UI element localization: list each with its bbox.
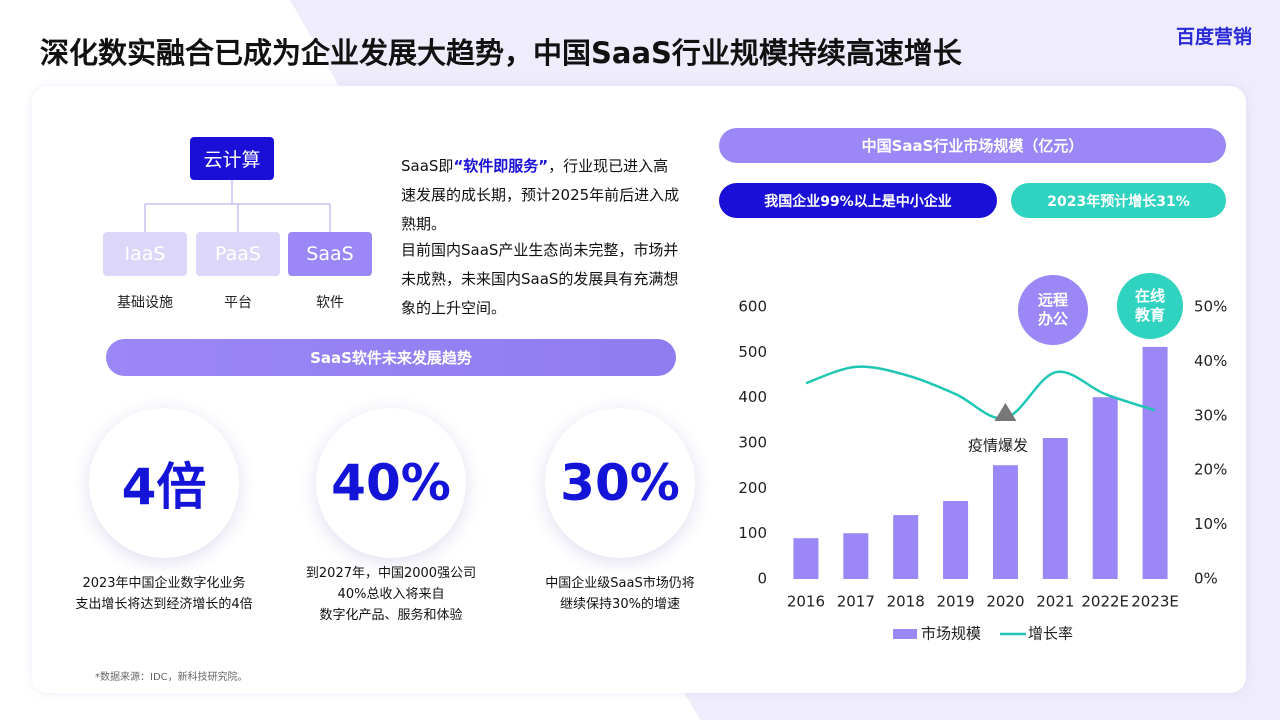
legend-label: 市场规模 bbox=[921, 625, 981, 643]
stat-circle: 4倍 bbox=[89, 408, 239, 558]
legend-label: 增长率 bbox=[1028, 625, 1073, 643]
node-caption: 软件 bbox=[316, 295, 344, 311]
stat-desc: 继续保持30%的增速 bbox=[560, 597, 680, 612]
bar bbox=[1142, 346, 1168, 579]
y-tick-label: 400 bbox=[738, 388, 767, 406]
bar bbox=[793, 538, 819, 579]
stat-desc: 数字化产品、服务和体验 bbox=[319, 608, 463, 623]
text: ，行业现已进入高速发展的成长期，预计2025年前后进入成熟期。 bbox=[401, 157, 680, 233]
text: SaaS即 bbox=[401, 157, 454, 175]
bar bbox=[992, 465, 1018, 579]
line bbox=[805, 365, 1156, 420]
stat-desc: 中国企业级SaaS市场仍将 bbox=[545, 576, 695, 591]
x-tick-label: 2020 bbox=[986, 593, 1024, 611]
logo: 百度营销 bbox=[1176, 26, 1253, 48]
annotation: 疫情爆发 bbox=[968, 437, 1028, 455]
y-tick-label: 600 bbox=[738, 298, 767, 316]
stat-circle: 30% bbox=[545, 408, 695, 558]
x-tick-label: 2023E bbox=[1131, 593, 1179, 611]
stat-desc: 支出增长将达到经济增长的4倍 bbox=[75, 597, 253, 612]
y-tick-label: 100 bbox=[738, 524, 767, 542]
chart-title: 中国SaaS行业市场规模（亿元） bbox=[719, 128, 1226, 163]
cloud-root: 云计算 bbox=[190, 137, 274, 180]
x-tick-label: 2017 bbox=[837, 593, 875, 611]
y2-tick-label: 10% bbox=[1194, 515, 1227, 533]
node-caption: 基础设施 bbox=[117, 295, 173, 311]
badge: 2023年预计增长31% bbox=[1011, 183, 1226, 218]
connectors bbox=[144, 180, 331, 232]
cloud-node: PaaS bbox=[196, 232, 280, 276]
stat-circle: 40% bbox=[316, 408, 466, 558]
cloud-node: SaaS bbox=[288, 232, 372, 276]
intro-paragraph: 目前国内SaaS产业生态尚未完整，市场并未成熟，未来国内SaaS的发展具有充满想… bbox=[401, 241, 679, 317]
y2-tick-label: 30% bbox=[1194, 406, 1227, 424]
stat-desc: 40%总收入将来自 bbox=[337, 587, 445, 602]
x-tick-label: 2016 bbox=[787, 593, 825, 611]
highlight: “软件即服务” bbox=[453, 157, 549, 175]
source: *数据来源：IDC，新科技研究院。 bbox=[95, 672, 248, 683]
stat-desc: 到2027年，中国2000强公司 bbox=[305, 566, 477, 581]
y2-tick-label: 40% bbox=[1194, 352, 1227, 370]
stat-desc: 2023年中国企业数字化业务 bbox=[82, 576, 246, 591]
badge: 我国企业99%以上是中小企业 bbox=[719, 183, 997, 218]
bar bbox=[1042, 438, 1068, 579]
annotation-bubble: 在线教育 bbox=[1117, 273, 1183, 339]
cloud-node: IaaS bbox=[103, 232, 187, 276]
legend-swatch bbox=[893, 629, 917, 639]
bar bbox=[893, 515, 919, 579]
trend-title: SaaS软件未来发展趋势 bbox=[106, 339, 676, 376]
bar bbox=[1092, 397, 1118, 579]
y-tick-label: 500 bbox=[738, 343, 767, 361]
y-tick-label: 0 bbox=[757, 570, 767, 588]
y2-tick-label: 20% bbox=[1194, 461, 1227, 479]
y-tick-label: 300 bbox=[738, 434, 767, 452]
y2-tick-label: 50% bbox=[1194, 298, 1227, 316]
slide-title: 深化数实融合已成为企业发展大趋势，中国SaaS行业规模持续高速增长 bbox=[40, 36, 962, 70]
node-caption: 平台 bbox=[224, 295, 252, 311]
marker-triangle bbox=[994, 403, 1017, 421]
y2-tick-label: 0% bbox=[1194, 570, 1218, 588]
x-tick-label: 2022E bbox=[1081, 593, 1129, 611]
x-tick-label: 2019 bbox=[936, 593, 974, 611]
bar bbox=[943, 501, 969, 579]
y-tick-label: 200 bbox=[738, 479, 767, 497]
intro-paragraph: SaaS即“软件即服务”，行业现已进入高速发展的成长期，预计2025年前后进入成… bbox=[401, 152, 681, 239]
bar bbox=[843, 533, 869, 579]
x-tick-label: 2021 bbox=[1036, 593, 1074, 611]
x-tick-label: 2018 bbox=[887, 593, 925, 611]
annotation-bubble: 远程办公 bbox=[1018, 275, 1088, 345]
